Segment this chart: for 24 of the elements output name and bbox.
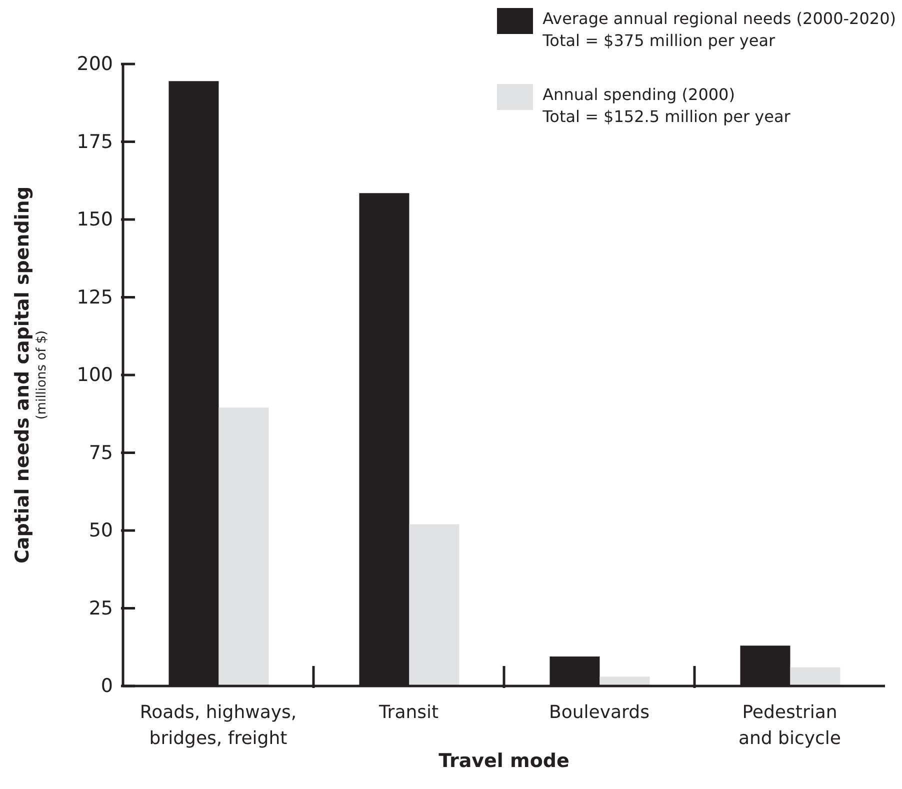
bar — [600, 676, 650, 686]
y-tick-label: 125 — [76, 286, 113, 308]
y-tick-label: 200 — [76, 53, 113, 75]
text: Total = $375 million per year — [542, 30, 776, 52]
x-tick-label: Pedestrian and bicycle — [738, 702, 842, 749]
annotation: Total = $152.5 million per year — [542, 106, 790, 128]
legend-label: Average annual regional needs (2000-2020) — [542, 8, 896, 30]
bar — [409, 524, 460, 686]
text: (millions of $) — [34, 328, 51, 422]
y-tick-label: 25 — [88, 597, 113, 620]
y-tick-label: 50 — [88, 520, 113, 542]
x-tick-label: Roads, highways, bridges, freight — [140, 702, 297, 749]
bar — [790, 667, 840, 686]
y-tick-label: 150 — [76, 208, 113, 230]
y-tick-label: 75 — [88, 442, 113, 464]
y-tick-label: 100 — [76, 364, 113, 386]
y-axis-title: Captial needs and capital spending — [12, 186, 34, 564]
bar — [218, 408, 269, 686]
y-tick-label: 175 — [76, 130, 113, 153]
x-tick-label: Transit — [378, 702, 439, 723]
x-axis-title: Travel mode — [438, 750, 570, 772]
y-tick-label: 0 — [100, 675, 113, 697]
x-tick-label: Boulevards — [549, 702, 650, 723]
legend-label: Annual spending (2000) — [542, 84, 736, 106]
